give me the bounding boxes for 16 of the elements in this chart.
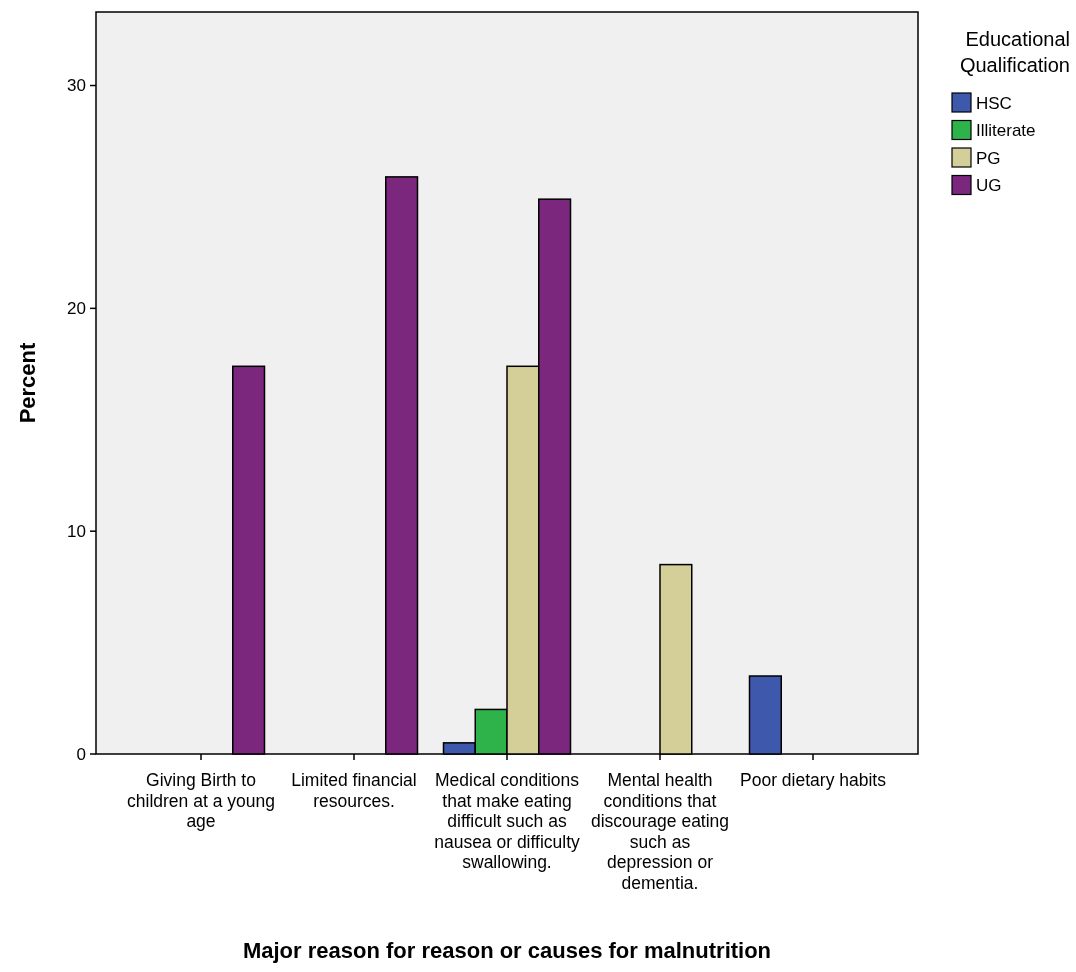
y-tick-label: 10	[67, 522, 86, 542]
y-tick-label: 0	[76, 744, 86, 764]
legend-label: UG	[976, 176, 1002, 196]
legend-label: Illiterate	[976, 121, 1036, 141]
legend-label: PG	[976, 148, 1001, 168]
x-tick-label: Poor dietary habits	[740, 770, 887, 790]
x-tick-label: Mental health conditions that discourage eating such as depression or dementia.	[590, 770, 730, 893]
legend-label: HSC	[976, 93, 1012, 113]
x-tick-label: Limited financial resources.	[291, 770, 417, 811]
y-axis-title: Percent	[15, 341, 40, 424]
y-tick-label: 20	[67, 299, 86, 319]
x-tick-label: Giving Birth to children at a young age	[127, 770, 275, 831]
legend-title: Educational Qualification	[959, 28, 1070, 76]
x-tick-label: Medical conditions that make eating difficult such as nausea or difficulty swallowing.	[434, 770, 581, 872]
y-tick-label: 30	[67, 76, 86, 96]
x-axis-title: Major reason for reason or causes for malnutrition	[242, 938, 772, 963]
